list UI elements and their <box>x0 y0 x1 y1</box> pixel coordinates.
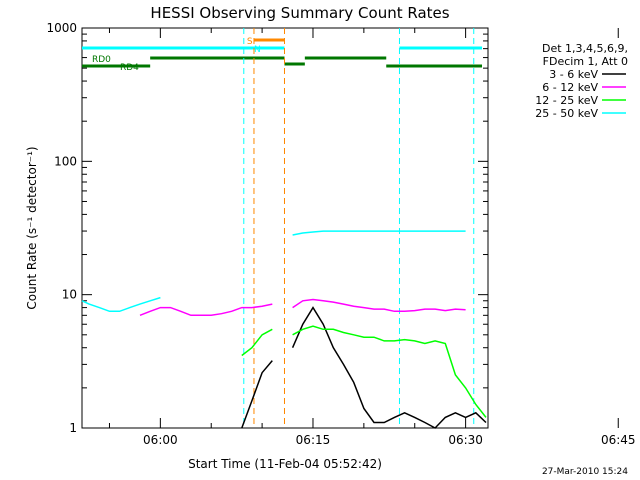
legend-label: 6 - 12 keV <box>542 81 598 94</box>
annotation-s: S <box>247 37 253 47</box>
x-tick-label: 06:15 <box>296 433 331 447</box>
x-axis-label: Start Time (11-Feb-04 05:52:42) <box>188 457 382 471</box>
legend-label: 12 - 25 keV <box>535 94 598 107</box>
y-tick-label: 100 <box>54 154 77 168</box>
series-line-1 <box>139 298 466 317</box>
series-line-0 <box>241 306 487 429</box>
annotation-n: N <box>254 45 261 55</box>
x-tick-label: 06:30 <box>448 433 483 447</box>
y-tick-label: 1000 <box>46 21 77 35</box>
timestamp: 27-Mar-2010 15:24 <box>542 467 628 477</box>
legend-header: FDecim 1, Att 0 <box>543 55 628 68</box>
chart-title: HESSI Observing Summary Count Rates <box>150 4 449 22</box>
series-line-3 <box>81 230 466 313</box>
plot-frame <box>81 27 489 429</box>
legend-header: Det 1,3,4,5,6,9, <box>542 42 628 55</box>
y-tick-label: 10 <box>62 288 77 302</box>
x-tick-label: 06:45 <box>601 433 636 447</box>
series-line-2 <box>241 325 487 418</box>
annotation-rd0: RD0 <box>92 55 111 65</box>
legend-label: 3 - 6 keV <box>549 68 598 81</box>
x-tick-label: 06:00 <box>143 433 178 447</box>
y-axis-label: Count Rate (s⁻¹ detector⁻¹) <box>25 146 39 309</box>
legend-label: 25 - 50 keV <box>535 107 598 120</box>
y-tick-label: 1 <box>69 421 77 435</box>
annotation-rd4: RD4 <box>120 63 139 73</box>
